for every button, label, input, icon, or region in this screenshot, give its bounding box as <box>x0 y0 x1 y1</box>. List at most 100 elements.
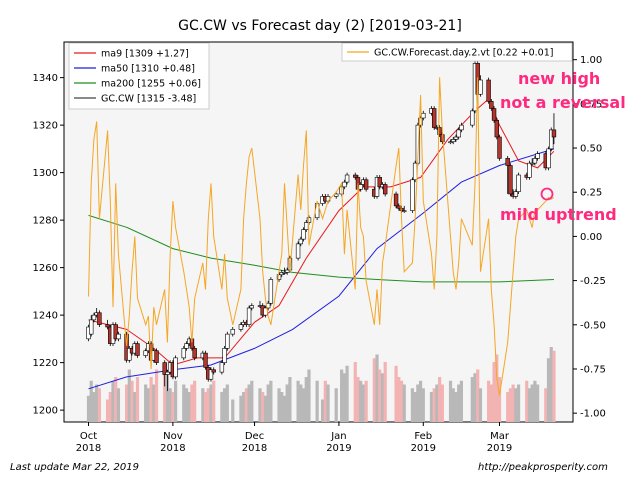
legend-left-label: ma200 [1255 +0.06] <box>101 79 201 90</box>
volume-bar <box>478 388 483 422</box>
legend-left-label: GC.CW [1315 -3.48] <box>101 94 196 105</box>
candle-down <box>124 333 129 361</box>
y-right-tick-label: -0.50 <box>580 320 606 331</box>
volume-bar <box>263 395 268 422</box>
x-tick-label-month: Jan <box>330 431 346 442</box>
volume-bar <box>508 388 512 422</box>
annotation-text: new high <box>518 69 600 88</box>
volume-bar <box>154 369 159 422</box>
volume-bar <box>416 384 420 422</box>
candle-up <box>453 136 459 140</box>
x-tick-label-year: 2019 <box>411 443 436 454</box>
legend-left-label: ma50 [1310 +0.48] <box>101 64 195 75</box>
volume-bar <box>266 384 270 422</box>
volume-bar <box>552 350 556 422</box>
candle-up <box>91 314 97 321</box>
volume-bar <box>239 395 243 422</box>
volume-bar <box>340 369 344 422</box>
volume-bar <box>438 377 442 422</box>
volume-bar <box>334 388 338 422</box>
candle-up <box>295 243 301 259</box>
candle-up <box>89 319 94 335</box>
candle-down <box>508 165 513 195</box>
volume-bar <box>285 384 289 422</box>
volume-bar <box>108 392 112 422</box>
volume-bar <box>307 369 311 422</box>
volume-bar <box>525 380 529 422</box>
candle-down <box>431 108 437 128</box>
candle-up <box>513 191 519 197</box>
volume-bar <box>250 380 254 422</box>
volume-bar <box>511 384 515 422</box>
volume-bar <box>209 384 213 422</box>
volume-bar <box>146 388 150 422</box>
volume-bar <box>135 377 140 422</box>
candle-up <box>527 162 532 178</box>
candle-down <box>192 348 197 359</box>
volume-bar <box>173 380 178 422</box>
volume-bar <box>397 377 401 422</box>
volume-bar <box>361 384 366 422</box>
volume-bar <box>378 369 382 422</box>
y-right-tick-label: 1.00 <box>580 55 602 66</box>
candle-up <box>301 229 306 240</box>
candle-down <box>393 193 399 207</box>
footer-last-update: Last update Mar 22, 2019 <box>10 462 139 473</box>
volume-bar <box>516 384 521 422</box>
volume-bar <box>247 384 251 422</box>
legend-right-label: GC.CW.Forecast.day.2.vt [0.22 +0.01] <box>374 48 553 59</box>
candle-up <box>456 129 461 138</box>
y-left-tick-label: 1340 <box>33 73 58 84</box>
volume-bar <box>495 354 499 422</box>
volume-bar <box>182 384 186 422</box>
y-right-tick-label: -0.75 <box>580 364 606 375</box>
volume-bar <box>212 380 216 422</box>
candle-down <box>377 177 382 188</box>
candle-down <box>382 184 388 195</box>
y-left-tick-label: 1200 <box>33 406 58 417</box>
annotation-text: mild uptrend <box>500 205 617 224</box>
candle-up <box>173 357 178 378</box>
x-tick-label-year: 2019 <box>487 443 512 454</box>
volume-bar <box>514 388 518 422</box>
candle-up <box>358 184 363 190</box>
volume-bar <box>163 365 167 422</box>
x-tick-label-year: 2018 <box>242 443 267 454</box>
axes: 1200 1220 1240 1260 1280 1300 1320 1340 1.00 0.75… <box>33 55 606 454</box>
volume-bar <box>127 369 131 422</box>
forecast-line <box>88 77 555 396</box>
y-left-tick-label: 1300 <box>33 168 58 179</box>
candle-up <box>219 362 225 373</box>
footer-url[interactable]: http://peakprosperity.com <box>478 462 608 473</box>
volume-bar <box>258 388 262 422</box>
volume-bar <box>149 377 153 422</box>
candle-up <box>306 217 312 223</box>
candle-up <box>222 348 227 363</box>
candle-up <box>181 348 186 359</box>
candle-up <box>184 343 189 349</box>
candle-up <box>448 141 453 144</box>
candle-up <box>230 329 235 335</box>
volume-bar <box>418 380 423 422</box>
candle-up <box>535 153 540 159</box>
volume-bar <box>315 380 319 422</box>
candle-up <box>116 333 121 340</box>
candle-down <box>497 136 502 159</box>
volume-bar <box>323 380 327 422</box>
candle-up <box>451 139 456 143</box>
volume-bar <box>125 384 129 422</box>
candle-up <box>225 333 230 349</box>
volume-bar <box>86 395 91 422</box>
volume-bar <box>282 395 287 422</box>
candle-up <box>529 162 535 165</box>
y-left-tick-label: 1240 <box>33 311 58 322</box>
candle-up <box>516 174 521 192</box>
x-tick-label-month: Dec <box>245 431 264 442</box>
volume-bars <box>86 347 556 422</box>
volume-bar <box>280 392 284 422</box>
candle-up <box>238 324 244 330</box>
volume-bar <box>89 380 93 422</box>
volume-bar <box>440 384 444 422</box>
ma200-line <box>88 214 554 283</box>
y-left-tick-label: 1220 <box>33 358 58 369</box>
